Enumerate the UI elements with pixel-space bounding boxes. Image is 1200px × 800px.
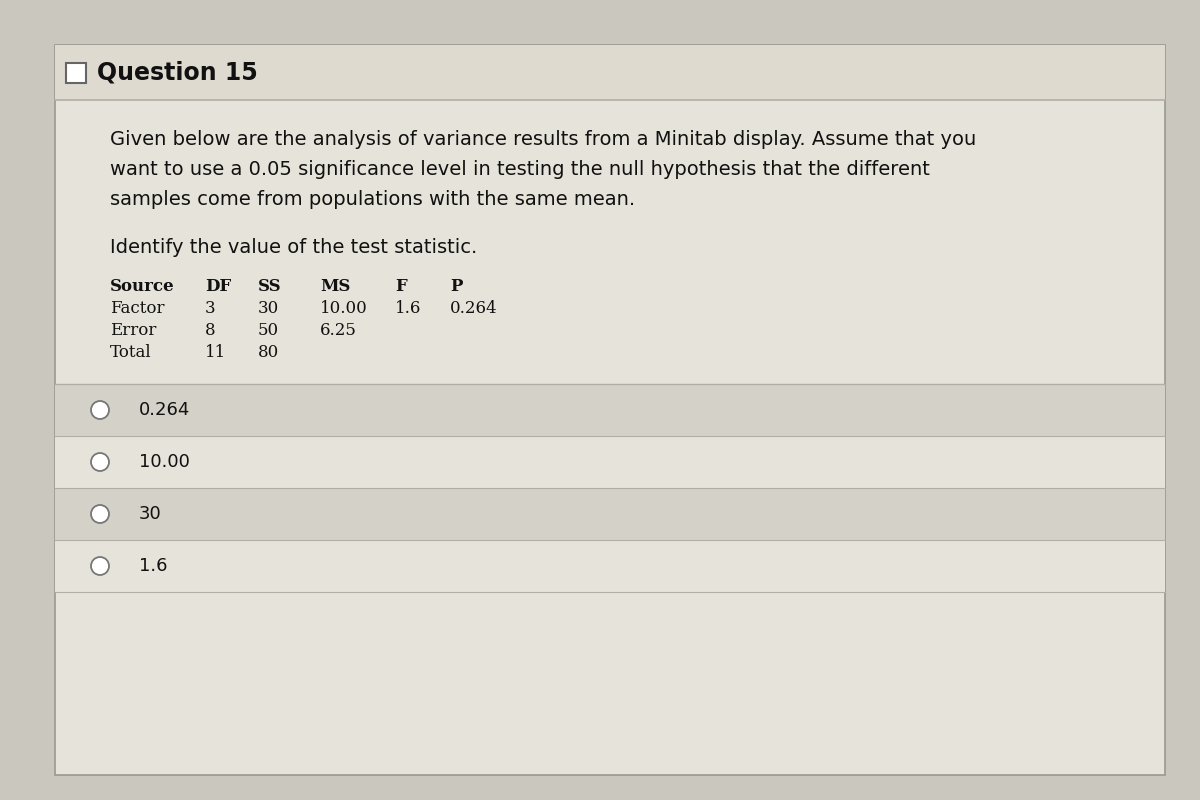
Text: 0.264: 0.264: [450, 300, 498, 317]
Text: F: F: [395, 278, 407, 295]
FancyBboxPatch shape: [55, 45, 1165, 775]
Circle shape: [91, 453, 109, 471]
Text: 10.00: 10.00: [139, 453, 190, 471]
Text: Error: Error: [110, 322, 156, 339]
Text: 11: 11: [205, 344, 227, 361]
Circle shape: [91, 557, 109, 575]
FancyBboxPatch shape: [55, 384, 1165, 436]
Text: Given below are the analysis of variance results from a Minitab display. Assume : Given below are the analysis of variance…: [110, 130, 977, 149]
Text: 30: 30: [258, 300, 280, 317]
Text: 6.25: 6.25: [320, 322, 356, 339]
Text: 80: 80: [258, 344, 280, 361]
FancyBboxPatch shape: [55, 45, 1165, 100]
Text: 3: 3: [205, 300, 216, 317]
Text: P: P: [450, 278, 462, 295]
Text: Total: Total: [110, 344, 151, 361]
Text: SS: SS: [258, 278, 282, 295]
Text: Source: Source: [110, 278, 175, 295]
FancyBboxPatch shape: [55, 488, 1165, 540]
Text: DF: DF: [205, 278, 232, 295]
Text: Identify the value of the test statistic.: Identify the value of the test statistic…: [110, 238, 478, 257]
Text: 50: 50: [258, 322, 280, 339]
Text: MS: MS: [320, 278, 350, 295]
Text: 1.6: 1.6: [139, 557, 168, 575]
Text: Factor: Factor: [110, 300, 164, 317]
Text: samples come from populations with the same mean.: samples come from populations with the s…: [110, 190, 635, 209]
FancyBboxPatch shape: [55, 540, 1165, 592]
Circle shape: [91, 505, 109, 523]
Text: 8: 8: [205, 322, 216, 339]
Circle shape: [91, 401, 109, 419]
Text: 0.264: 0.264: [139, 401, 191, 419]
FancyBboxPatch shape: [66, 62, 86, 82]
Text: want to use a 0.05 significance level in testing the null hypothesis that the di: want to use a 0.05 significance level in…: [110, 160, 930, 179]
Text: Question 15: Question 15: [97, 61, 258, 85]
Text: 10.00: 10.00: [320, 300, 367, 317]
Text: 1.6: 1.6: [395, 300, 421, 317]
FancyBboxPatch shape: [55, 436, 1165, 488]
Text: 30: 30: [139, 505, 162, 523]
